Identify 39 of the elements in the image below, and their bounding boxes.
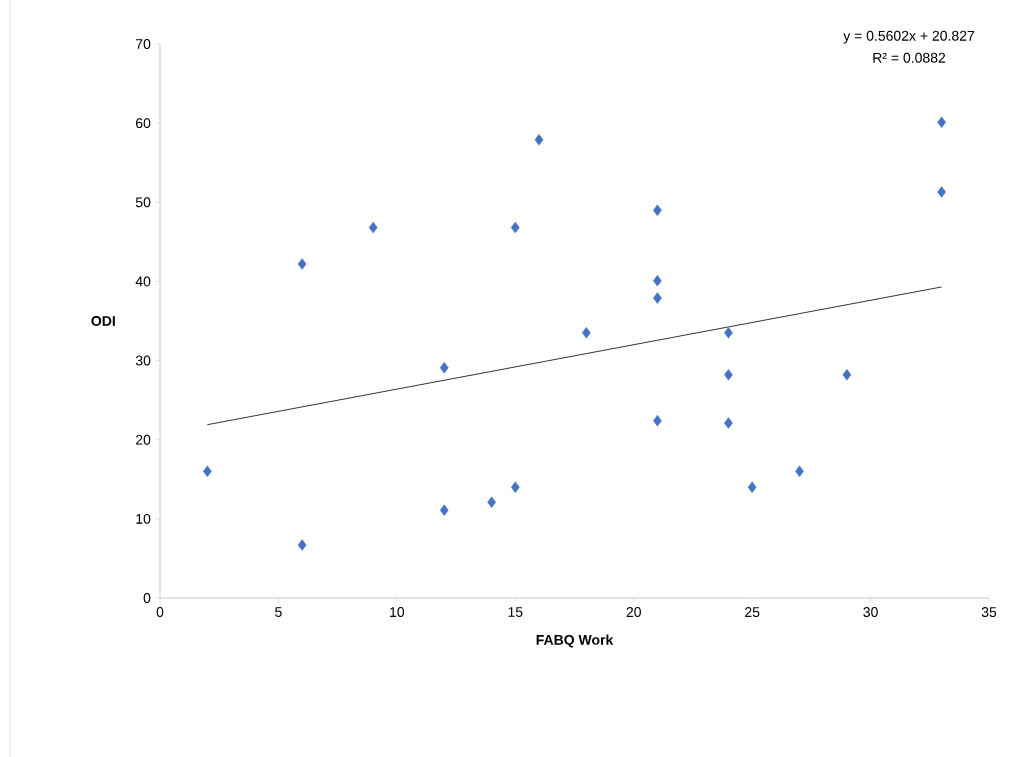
- y-tick-label: 10: [136, 513, 151, 524]
- x-tick-label: 30: [863, 607, 878, 618]
- x-tick-label: 5: [275, 607, 282, 617]
- x-tick-label: 35: [981, 607, 997, 618]
- y-tick-label: 50: [135, 197, 151, 208]
- point: [653, 415, 662, 427]
- point: [534, 134, 544, 146]
- point: [487, 496, 496, 508]
- point: [439, 504, 449, 516]
- point: [510, 481, 520, 493]
- point: [724, 327, 733, 339]
- y-tick-label: 20: [136, 434, 151, 445]
- y-tick-label: 40: [135, 276, 151, 287]
- text: y = 0.5602x + 20.827: [843, 30, 975, 44]
- point: [297, 258, 307, 270]
- y-axis-title: ODI: [91, 316, 115, 326]
- point: [653, 204, 662, 216]
- point: [297, 539, 307, 551]
- point: [510, 221, 520, 234]
- point: [724, 369, 733, 381]
- point: [368, 221, 378, 234]
- y-tick-label: 0: [143, 593, 151, 603]
- x-axis-title: FABQ Work: [536, 634, 614, 648]
- x-tick-label: 20: [626, 607, 641, 618]
- x-tick-label: 15: [508, 607, 523, 617]
- point: [747, 481, 757, 493]
- point: [937, 186, 946, 198]
- point: [653, 292, 662, 304]
- point: [724, 417, 733, 429]
- x-tick-label: 25: [745, 607, 760, 618]
- point: [842, 369, 852, 381]
- y-tick-label: 60: [136, 118, 151, 129]
- point: [439, 361, 449, 374]
- y-tick-label: 30: [135, 355, 151, 366]
- annotation: R² = 0.0882: [873, 52, 946, 63]
- y-tick-label: 70: [136, 39, 151, 49]
- x-tick-label: 0: [156, 607, 164, 618]
- x-tick-label: 10: [390, 607, 405, 618]
- point: [582, 327, 591, 339]
